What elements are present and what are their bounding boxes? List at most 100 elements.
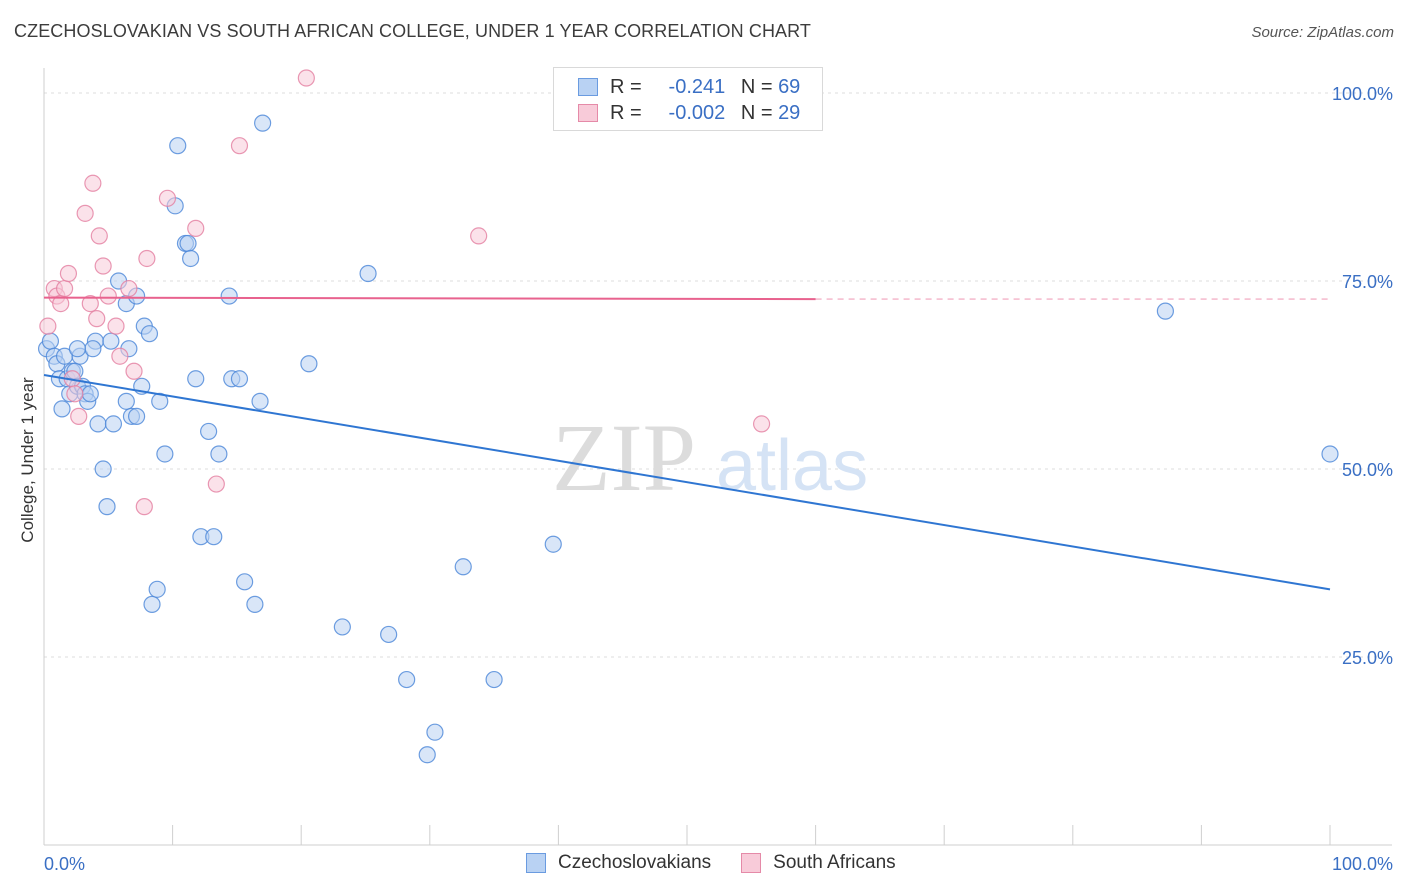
data-points xyxy=(37,69,1339,764)
point-czechoslovakians xyxy=(220,287,238,305)
watermark-atlas: atlas xyxy=(716,426,868,506)
legend-label-czechoslovakians: Czechoslovakians xyxy=(558,852,712,873)
legend-row-czechoslovakians: R = -0.241 N = 69 xyxy=(578,75,800,99)
legend-swatch-south-africans xyxy=(578,104,598,122)
point-czechoslovakians xyxy=(254,114,272,132)
point-south-africans xyxy=(59,264,78,283)
axes xyxy=(43,68,1392,846)
point-south-africans xyxy=(207,475,225,493)
point-czechoslovakians xyxy=(140,325,159,343)
point-czechoslovakians xyxy=(81,385,99,403)
point-czechoslovakians xyxy=(68,340,87,358)
y-tick-label: 75.0% xyxy=(1342,272,1393,292)
legend-swatch-czechoslovakians xyxy=(526,853,546,873)
point-czechoslovakians xyxy=(94,460,112,478)
point-czechoslovakians xyxy=(210,445,228,463)
point-south-africans xyxy=(76,204,94,222)
point-south-africans xyxy=(120,279,138,298)
r-label: R = xyxy=(610,101,642,124)
legend-label-south-africans: South Africans xyxy=(773,852,896,873)
point-south-africans xyxy=(297,69,315,87)
point-czechoslovakians xyxy=(179,234,197,253)
point-south-africans xyxy=(752,415,771,433)
point-czechoslovakians xyxy=(236,573,254,591)
point-czechoslovakians xyxy=(1156,302,1174,320)
trend-line-south-africans xyxy=(43,296,816,301)
point-czechoslovakians xyxy=(454,558,472,576)
y-tick-label: 25.0% xyxy=(1342,648,1393,668)
point-czechoslovakians xyxy=(251,392,269,410)
series-legend: Czechoslovakians South Africans xyxy=(526,852,926,874)
legend-swatch-czechoslovakians xyxy=(578,78,598,96)
legend-item-south-africans[interactable]: South Africans xyxy=(741,852,896,874)
point-czechoslovakians xyxy=(398,670,416,689)
point-czechoslovakians xyxy=(485,670,503,689)
point-south-africans xyxy=(70,407,88,425)
point-south-africans xyxy=(84,174,102,192)
watermark-zip: ZIP xyxy=(552,404,696,511)
point-czechoslovakians xyxy=(300,355,318,373)
point-south-africans xyxy=(81,294,99,313)
point-czechoslovakians xyxy=(205,528,223,546)
n-label: N = xyxy=(740,101,773,124)
point-czechoslovakians xyxy=(380,625,398,644)
point-czechoslovakians xyxy=(84,340,102,358)
y-tick-label: 50.0% xyxy=(1342,460,1393,480)
point-czechoslovakians xyxy=(169,137,187,155)
x-tick-label-max: 100.0% xyxy=(1332,854,1393,874)
legend-row-south-africans: R = -0.002 N = 29 xyxy=(578,101,800,125)
point-south-africans xyxy=(99,287,117,305)
legend-swatch-south-africans xyxy=(741,853,762,873)
point-south-africans xyxy=(135,498,153,516)
legend-item-czechoslovakians[interactable]: Czechoslovakians xyxy=(526,852,711,874)
point-south-africans xyxy=(94,257,112,275)
point-south-africans xyxy=(470,227,488,245)
point-czechoslovakians xyxy=(544,535,562,553)
point-south-africans xyxy=(39,317,57,335)
point-czechoslovakians xyxy=(426,723,444,741)
point-czechoslovakians xyxy=(200,422,218,441)
point-south-africans xyxy=(230,137,249,155)
point-czechoslovakians xyxy=(148,580,166,598)
point-south-africans xyxy=(88,310,106,328)
point-czechoslovakians xyxy=(53,400,71,418)
r-value-czechoslovakians: -0.241 xyxy=(668,75,726,98)
point-czechoslovakians xyxy=(117,392,135,410)
point-czechoslovakians xyxy=(359,264,377,283)
trend-lines xyxy=(43,296,1331,591)
point-czechoslovakians xyxy=(89,415,107,433)
point-czechoslovakians xyxy=(102,332,120,350)
trend-line-czechoslovakians xyxy=(43,374,1331,591)
point-czechoslovakians xyxy=(418,746,436,764)
watermark: ZIP atlas xyxy=(552,404,868,511)
y-tick-label: 100.0% xyxy=(1332,84,1393,104)
point-south-africans xyxy=(111,347,129,365)
point-czechoslovakians xyxy=(333,618,351,636)
chart-title: CZECHOSLOVAKIAN VS SOUTH AFRICAN COLLEGE… xyxy=(14,21,812,41)
point-czechoslovakians xyxy=(187,370,205,388)
point-south-africans xyxy=(138,249,156,268)
point-south-africans xyxy=(187,219,205,237)
point-czechoslovakians xyxy=(246,595,264,613)
point-czechoslovakians xyxy=(98,498,116,516)
point-south-africans xyxy=(90,227,108,245)
point-czechoslovakians xyxy=(41,332,60,350)
point-south-africans xyxy=(55,279,74,298)
n-value-czechoslovakians: 69 xyxy=(778,75,801,98)
point-czechoslovakians xyxy=(104,415,123,433)
n-label: N = xyxy=(740,75,773,98)
tick-labels: 25.0% 50.0% 75.0% 100.0% 0.0% 100.0% xyxy=(44,84,1393,874)
point-czechoslovakians xyxy=(182,249,200,268)
point-south-africans xyxy=(158,189,177,207)
source-label: Source: ZipAtlas.com xyxy=(1251,24,1394,41)
r-label: R = xyxy=(610,75,642,98)
n-value-south-africans: 29 xyxy=(778,101,801,124)
point-south-africans xyxy=(107,317,125,335)
r-value-south-africans: -0.002 xyxy=(668,101,726,124)
point-south-africans xyxy=(125,362,143,380)
point-czechoslovakians xyxy=(156,445,174,463)
point-czechoslovakians xyxy=(1321,445,1339,463)
point-czechoslovakians xyxy=(230,370,249,388)
point-czechoslovakians xyxy=(143,595,161,613)
